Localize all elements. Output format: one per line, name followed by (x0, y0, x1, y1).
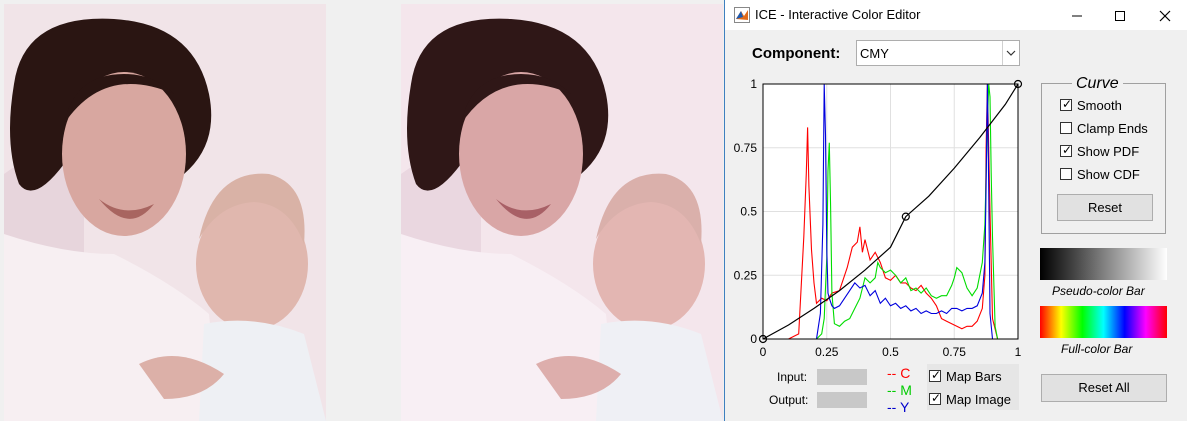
plot-frame (762, 83, 1019, 340)
control-point-handle[interactable] (901, 212, 910, 221)
output-label: Output: (769, 393, 809, 407)
legend-m: -- M (887, 382, 912, 398)
x-tick-label: 0.75 (943, 345, 967, 359)
reset-button[interactable]: Reset (1057, 194, 1153, 221)
show-pdf-box[interactable]: ✓ (1060, 143, 1073, 157)
maximize-icon (1115, 11, 1125, 22)
maximize-button[interactable] (1097, 0, 1143, 30)
check-mark-icon: ✓ (1062, 97, 1073, 111)
reset-all-button[interactable]: Reset All (1041, 374, 1167, 402)
original-photo (4, 4, 326, 421)
mapping-plot[interactable]: 0 0.25 0.5 0.75 1 0 0.25 0.5 0.75 1 (725, 70, 1035, 370)
x-tick-label: 1 (1015, 345, 1022, 359)
x-tick-label: 0.5 (882, 345, 899, 359)
input-label: Input: (777, 370, 808, 384)
map-image-box[interactable]: ✓ (929, 391, 942, 405)
component-selected-value: CMY (860, 46, 889, 61)
y-tick-label: 0 (750, 332, 757, 346)
check-mark-icon: ✓ (931, 391, 942, 405)
check-mark-icon: ✓ (1062, 143, 1073, 157)
ice-window: ICE - Interactive Color Editor Component… (724, 0, 1187, 421)
pseudo-color-bar (1040, 248, 1167, 280)
pdf-line-m (816, 83, 999, 340)
legend-c: -- C (887, 365, 911, 381)
dropdown-arrow[interactable] (1002, 41, 1019, 65)
smooth-label: Smooth (1077, 98, 1122, 113)
minimize-icon (1072, 15, 1082, 17)
curve-group: Curve ✓ Smooth Clamp Ends ✓ Show PDF Sho… (1041, 75, 1166, 234)
pseudo-color-bar-caption: Pseudo-color Bar (1049, 284, 1148, 298)
y-tick-label: 0.25 (734, 268, 758, 282)
x-tick-label: 0 (760, 345, 767, 359)
pdf-line-y (815, 83, 994, 340)
clamp-ends-box[interactable] (1060, 122, 1072, 134)
legend-y: -- Y (887, 399, 910, 415)
matlab-icon (734, 7, 750, 23)
map-bars-box[interactable]: ✓ (929, 368, 942, 382)
show-cdf-box[interactable] (1060, 168, 1072, 180)
mapping-curve-line[interactable] (762, 83, 1019, 340)
y-tick-label: 1 (750, 77, 757, 91)
plot-ticks: 0 0.25 0.5 0.75 1 0 0.25 0.5 0.75 1 (734, 77, 1022, 359)
close-icon (1159, 10, 1171, 22)
clamp-ends-label: Clamp Ends (1077, 121, 1148, 136)
smooth-box[interactable]: ✓ (1060, 97, 1073, 111)
pdf-series (788, 83, 999, 340)
show-pdf-label: Show PDF (1077, 144, 1140, 159)
pdf-line-c (788, 83, 999, 340)
show-cdf-label: Show CDF (1077, 167, 1140, 182)
close-button[interactable] (1142, 0, 1187, 30)
curve-group-title: Curve (1072, 75, 1123, 93)
titlebar: ICE - Interactive Color Editor (725, 0, 1187, 30)
map-bars-label: Map Bars (946, 369, 1002, 384)
processed-image-panel (326, 0, 724, 421)
chevron-down-icon (1006, 50, 1016, 56)
y-tick-label: 0.5 (740, 205, 757, 219)
component-label: Component: (752, 45, 841, 62)
component-select[interactable]: CMY (856, 40, 1020, 66)
x-tick-label: 0.25 (815, 345, 839, 359)
full-color-bar (1040, 306, 1167, 338)
full-color-bar-caption: Full-color Bar (1058, 342, 1136, 356)
window-title: ICE - Interactive Color Editor (755, 7, 921, 22)
map-options-box (927, 364, 1019, 410)
y-tick-label: 0.75 (734, 141, 758, 155)
output-value-field (817, 392, 867, 408)
check-mark-icon: ✓ (931, 368, 942, 382)
input-value-field (817, 369, 867, 385)
processed-photo (401, 4, 723, 421)
original-image-panel (0, 0, 326, 421)
map-image-label: Map Image (946, 392, 1012, 407)
minimize-button[interactable] (1054, 0, 1100, 30)
